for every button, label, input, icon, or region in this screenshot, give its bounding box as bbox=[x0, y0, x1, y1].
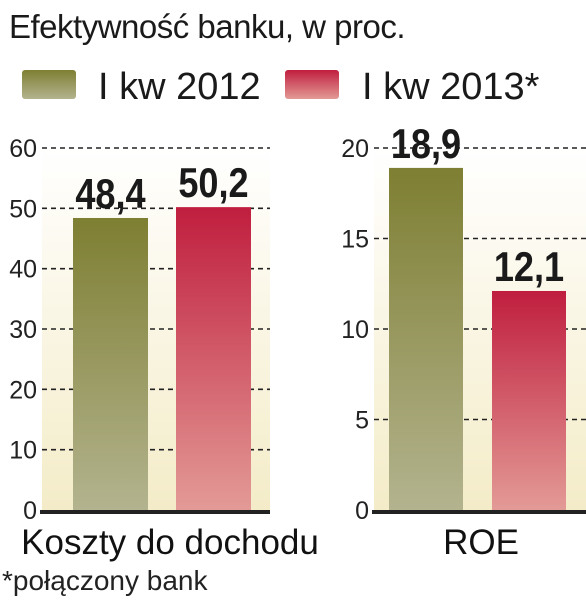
legend-swatch-1 bbox=[22, 70, 76, 99]
panel-2-value-label-2: 12,1 bbox=[494, 245, 564, 291]
panel-2-ytick-label: 20 bbox=[341, 135, 369, 163]
panel-2-ytick-label: 5 bbox=[355, 407, 369, 435]
panel-1-ytick-label: 50 bbox=[9, 195, 37, 223]
panel-1-ytick-label: 10 bbox=[9, 437, 37, 465]
panel-1-ytick-label: 20 bbox=[9, 376, 37, 404]
panel-2-ytick-label: 0 bbox=[355, 497, 369, 525]
panel-2-category-label: ROE bbox=[443, 523, 519, 562]
panel-1-ytick-label: 40 bbox=[9, 256, 37, 284]
panel-1-value-label-2: 50,2 bbox=[178, 161, 248, 207]
legend-label-2: I kw 2013* bbox=[362, 66, 540, 108]
panel-1-ytick-label: 60 bbox=[9, 135, 37, 163]
panel-2-bar-2 bbox=[492, 290, 566, 510]
chart-footnote: *połączony bank bbox=[2, 565, 208, 596]
panel-1-bar-2 bbox=[176, 207, 251, 511]
panel-2-value-label-1: 18,9 bbox=[391, 121, 461, 167]
panel-1-ytick-label: 0 bbox=[23, 497, 37, 525]
panel-1-bar-1 bbox=[73, 217, 148, 510]
legend-label-1: I kw 2012 bbox=[98, 66, 261, 108]
legend-swatch-2 bbox=[285, 70, 339, 99]
chart-title: Efektywność banku, w proc. bbox=[9, 8, 405, 45]
panel-1-value-label-1: 48,4 bbox=[75, 172, 145, 218]
panel-2-ytick-label: 10 bbox=[341, 316, 369, 344]
panel-1-category-label: Koszty do dochodu bbox=[21, 523, 319, 562]
panel-1-ytick-label: 30 bbox=[9, 316, 37, 344]
panel-2-bar-1 bbox=[389, 167, 463, 510]
panel-2-ytick-label: 15 bbox=[341, 226, 369, 254]
